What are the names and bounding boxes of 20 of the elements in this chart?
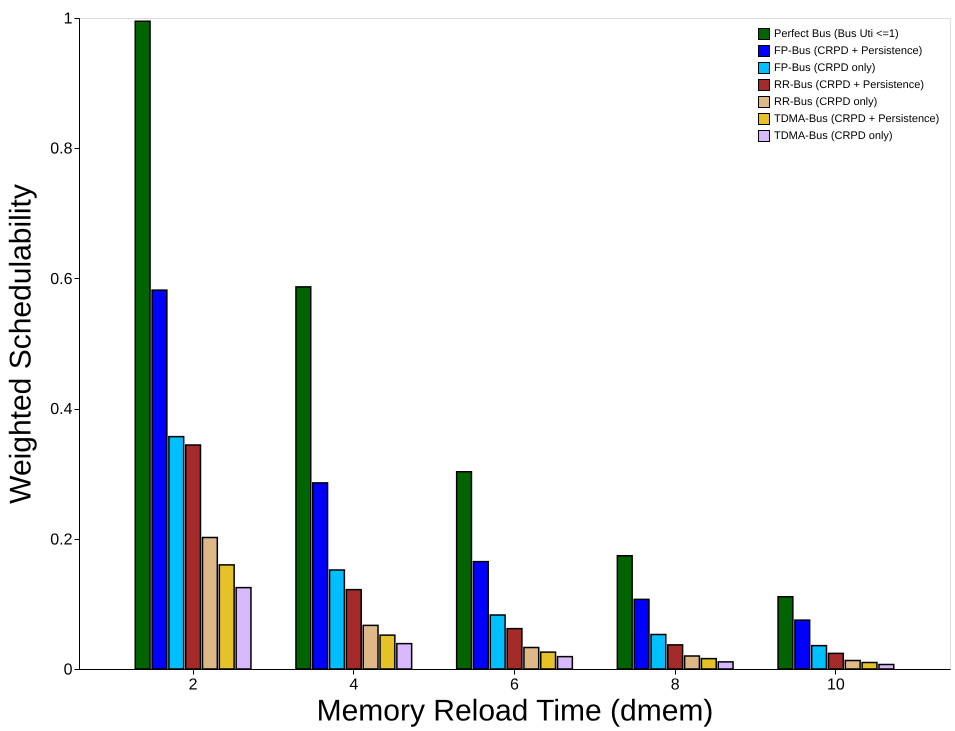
legend-label: FP-Bus (CRPD only) <box>774 62 876 74</box>
legend-label: FP-Bus (CRPD + Persistence) <box>774 45 922 57</box>
x-tick-label: 4 <box>349 676 358 694</box>
y-tick-label: 0.2 <box>50 531 73 548</box>
x-axis-title: Memory Reload Time (dmem) <box>316 694 714 728</box>
y-tick-label: 0.8 <box>50 140 73 158</box>
legend-label: Perfect Bus (Bus Uti <=1) <box>774 28 899 40</box>
y-axis-title: Weighted Schedulability <box>4 184 38 504</box>
x-tick-label: 2 <box>188 676 198 694</box>
y-tick-label: 0.4 <box>50 401 73 418</box>
legend-label: TDMA-Bus (CRPD + Persistence) <box>774 113 940 125</box>
legend-label: TDMA-Bus (CRPD only) <box>774 130 893 142</box>
y-tick-label: 1 <box>64 10 73 28</box>
legend-label: RR-Bus (CRPD + Persistence) <box>774 79 924 91</box>
x-tick-label: 8 <box>670 676 680 694</box>
x-tick-label: 6 <box>510 676 520 694</box>
y-tick-label: 0 <box>64 662 73 678</box>
x-tick-label: 10 <box>827 676 845 694</box>
y-tick-label: 0.6 <box>50 270 73 288</box>
legend-label: RR-Bus (CRPD only) <box>774 96 878 108</box>
